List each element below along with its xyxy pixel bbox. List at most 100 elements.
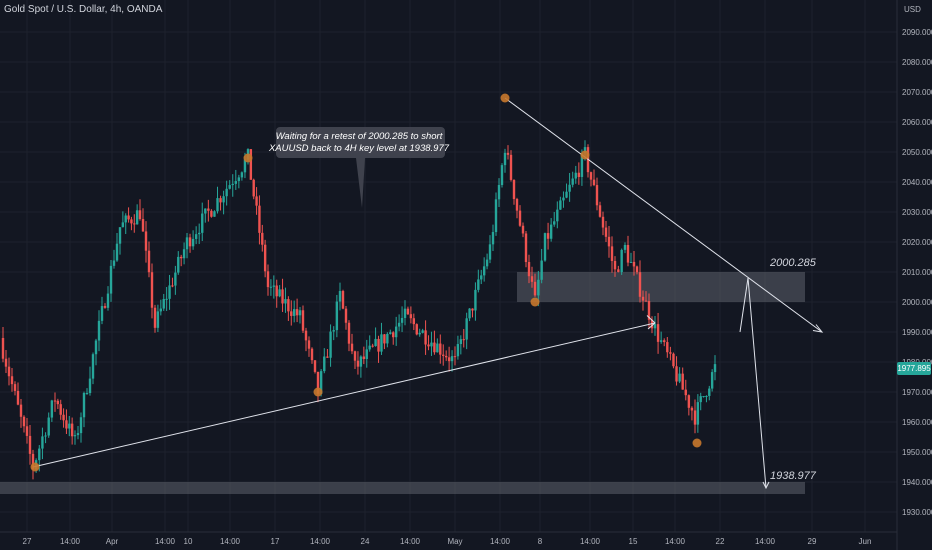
candle-body xyxy=(681,373,684,390)
candle-body xyxy=(380,334,383,352)
candle-body xyxy=(41,436,44,449)
pivot-marker xyxy=(580,150,590,160)
key-level-zones xyxy=(0,272,805,494)
candle-body xyxy=(666,342,669,353)
time-tick-label: 14:00 xyxy=(755,537,776,546)
price-tick-label: 1960.000 xyxy=(902,418,932,427)
candle-body xyxy=(121,222,125,228)
candle-body xyxy=(392,332,395,338)
candle-body xyxy=(341,291,345,309)
candle-body xyxy=(301,310,305,331)
time-tick-label: Apr xyxy=(106,537,119,546)
candle-body xyxy=(222,196,225,203)
candle-body xyxy=(56,400,60,405)
candle-body xyxy=(168,285,171,299)
candle-body xyxy=(418,332,421,335)
pivot-marker xyxy=(243,153,253,163)
candle-body xyxy=(371,345,374,347)
candle-body xyxy=(450,356,454,362)
candle-body xyxy=(135,210,139,225)
candle-body xyxy=(231,183,234,186)
candle-body xyxy=(527,262,531,277)
arrowhead xyxy=(646,315,656,330)
candle-body xyxy=(165,298,168,300)
candle-body xyxy=(672,353,675,367)
candle-body xyxy=(702,396,705,398)
symbol-title[interactable]: Gold Spot / U.S. Dollar, 4h, OANDA xyxy=(4,4,163,15)
candle-body xyxy=(488,244,492,260)
candle-body xyxy=(577,172,581,177)
candle-body xyxy=(19,404,23,417)
candle-body xyxy=(237,177,241,182)
candle-body xyxy=(258,205,261,233)
candle-body xyxy=(97,320,101,341)
candle-body xyxy=(174,272,177,286)
candle-body xyxy=(88,378,92,394)
price-tick-label: 2000.000 xyxy=(902,298,932,307)
support-zone-1938 xyxy=(0,482,805,494)
candle-body xyxy=(65,420,68,429)
candle-body xyxy=(255,196,258,206)
ascending-trendline xyxy=(32,322,656,468)
candle-body xyxy=(329,331,332,358)
price-tick-label: 2060.000 xyxy=(902,118,932,127)
candle-body xyxy=(278,289,281,297)
candle-body xyxy=(365,349,368,359)
time-tick-label: 14:00 xyxy=(400,537,421,546)
candle-body xyxy=(537,279,540,296)
candle-body xyxy=(574,172,577,179)
candle-body xyxy=(477,279,480,290)
level-label-upper: 2000.285 xyxy=(769,257,817,269)
candle-body xyxy=(25,426,29,436)
candle-body xyxy=(130,219,133,224)
candle-body xyxy=(509,154,513,180)
candle-body xyxy=(533,281,537,296)
candle-body xyxy=(292,309,296,316)
candle-body xyxy=(295,309,299,316)
candle-body xyxy=(185,237,189,250)
candle-body xyxy=(474,289,477,311)
candle-body xyxy=(629,261,633,263)
candle-body xyxy=(62,414,65,421)
time-tick-label: 14:00 xyxy=(490,537,511,546)
pivot-marker xyxy=(530,297,540,307)
candle-body xyxy=(252,179,255,197)
candle-body xyxy=(133,223,136,225)
candle-body xyxy=(515,199,519,211)
time-tick-label: 29 xyxy=(808,537,817,546)
time-tick-label: 27 xyxy=(23,537,32,546)
candle-body xyxy=(377,338,380,352)
candle-body xyxy=(494,199,498,233)
candle-body xyxy=(347,322,351,344)
price-axis[interactable]: 2090.000 2080.000 2070.000 2060.000 2050.000… xyxy=(902,28,932,517)
candle-body xyxy=(194,234,198,239)
candle-body xyxy=(383,334,386,344)
candle-body xyxy=(201,213,204,233)
candle-body xyxy=(613,260,617,270)
candle-body xyxy=(50,400,54,418)
callout-line2: XAUUSD back to 4H key level at 1938.977 xyxy=(268,143,450,154)
candle-body xyxy=(307,340,311,349)
candle-body xyxy=(353,351,357,361)
candle-body xyxy=(207,208,210,211)
candle-body xyxy=(447,357,451,362)
candle-body xyxy=(512,179,516,200)
candle-body xyxy=(171,285,174,287)
projection-down xyxy=(747,277,767,489)
price-tick-label: 1950.000 xyxy=(902,448,932,457)
time-axis[interactable]: 27 14:00 Apr 14:00 10 14:00 17 14:00 24 14:00 May 1… xyxy=(23,537,872,546)
candle-body xyxy=(374,338,377,347)
annotation-callout[interactable]: Waiting for a retest of 2000.285 to shor… xyxy=(268,127,450,208)
time-tick-label: 10 xyxy=(184,537,193,546)
pivot-marker xyxy=(500,93,510,103)
candle-body xyxy=(47,417,50,436)
pivot-markers xyxy=(30,93,702,472)
candle-body xyxy=(76,433,80,436)
candle-body xyxy=(7,366,11,377)
candle-body xyxy=(73,435,77,437)
time-tick-label: 22 xyxy=(716,537,725,546)
candle-body xyxy=(696,402,700,425)
candle-body xyxy=(471,308,474,311)
candle-body xyxy=(436,343,439,353)
